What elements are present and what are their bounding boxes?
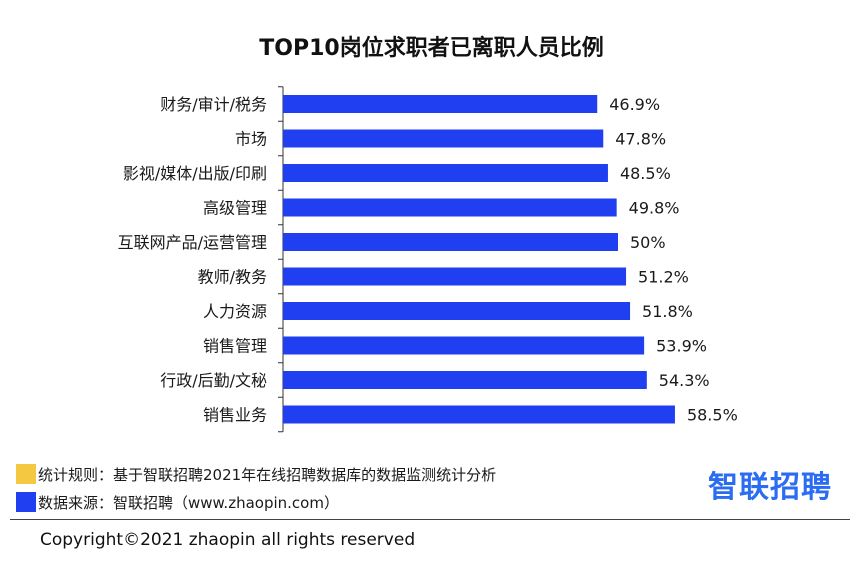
brand-logo: 智联招聘	[708, 470, 832, 505]
value-label: 58.5%	[687, 406, 738, 425]
divider	[10, 519, 850, 520]
source-swatch	[16, 492, 36, 512]
bar	[283, 405, 675, 424]
notes: 统计规则：基于智联招聘2021年在线招聘数据库的数据监测统计分析 数据来源：智联…	[16, 462, 496, 518]
value-label: 51.2%	[638, 268, 689, 287]
bar	[283, 302, 631, 320]
category-label: 销售管理	[203, 337, 267, 356]
category-label: 教师/教务	[198, 268, 267, 287]
bars-group: 财务/审计/税务 46.9% 市场 47.8% 影视/媒体/出版/印刷 48.5% 高级管理…	[118, 86, 738, 433]
value-label: 54.3%	[659, 371, 710, 390]
bar	[283, 233, 618, 251]
category-label: 人力资源	[203, 302, 267, 321]
rule-swatch	[16, 464, 36, 484]
category-label: 影视/媒体/出版/印刷	[123, 164, 267, 183]
chart-title: TOP10岗位求职者已离职人员比例	[259, 36, 604, 61]
rule-text: 统计规则：基于智联招聘2021年在线招聘数据库的数据监测统计分析	[38, 465, 497, 484]
category-label: 销售业务	[203, 406, 267, 425]
category-label: 市场	[235, 130, 267, 149]
value-label: 48.5%	[620, 164, 671, 183]
rule-note: 统计规则：基于智联招聘2021年在线招聘数据库的数据监测统计分析	[16, 462, 496, 486]
value-label: 51.8%	[642, 302, 693, 321]
bar	[283, 267, 627, 286]
category-label: 互联网产品/运营管理	[118, 233, 267, 252]
category-label: 行政/后勤/文秘	[160, 371, 267, 390]
bar-chart: 财务/审计/税务 46.9% 市场 47.8% 影视/媒体/出版/印刷 48.5% 高级管理…	[118, 86, 738, 433]
source-note: 数据来源：智联招聘（www.zhaopin.com）	[16, 490, 496, 514]
bar	[283, 129, 604, 148]
category-label: 财务/审计/税务	[160, 95, 267, 114]
category-label: 高级管理	[203, 199, 267, 218]
bar	[283, 336, 645, 355]
bar	[283, 198, 617, 217]
value-label: 46.9%	[609, 95, 660, 114]
bar	[283, 164, 608, 182]
value-label: 50%	[630, 233, 666, 252]
bar	[283, 371, 647, 389]
value-label: 49.8%	[629, 199, 680, 218]
bar	[283, 95, 598, 113]
source-text: 数据来源：智联招聘（www.zhaopin.com）	[38, 493, 339, 512]
copyright: Copyright©2021 zhaopin all rights reserv…	[40, 530, 416, 550]
value-label: 47.8%	[615, 130, 666, 149]
value-label: 53.9%	[656, 337, 707, 356]
